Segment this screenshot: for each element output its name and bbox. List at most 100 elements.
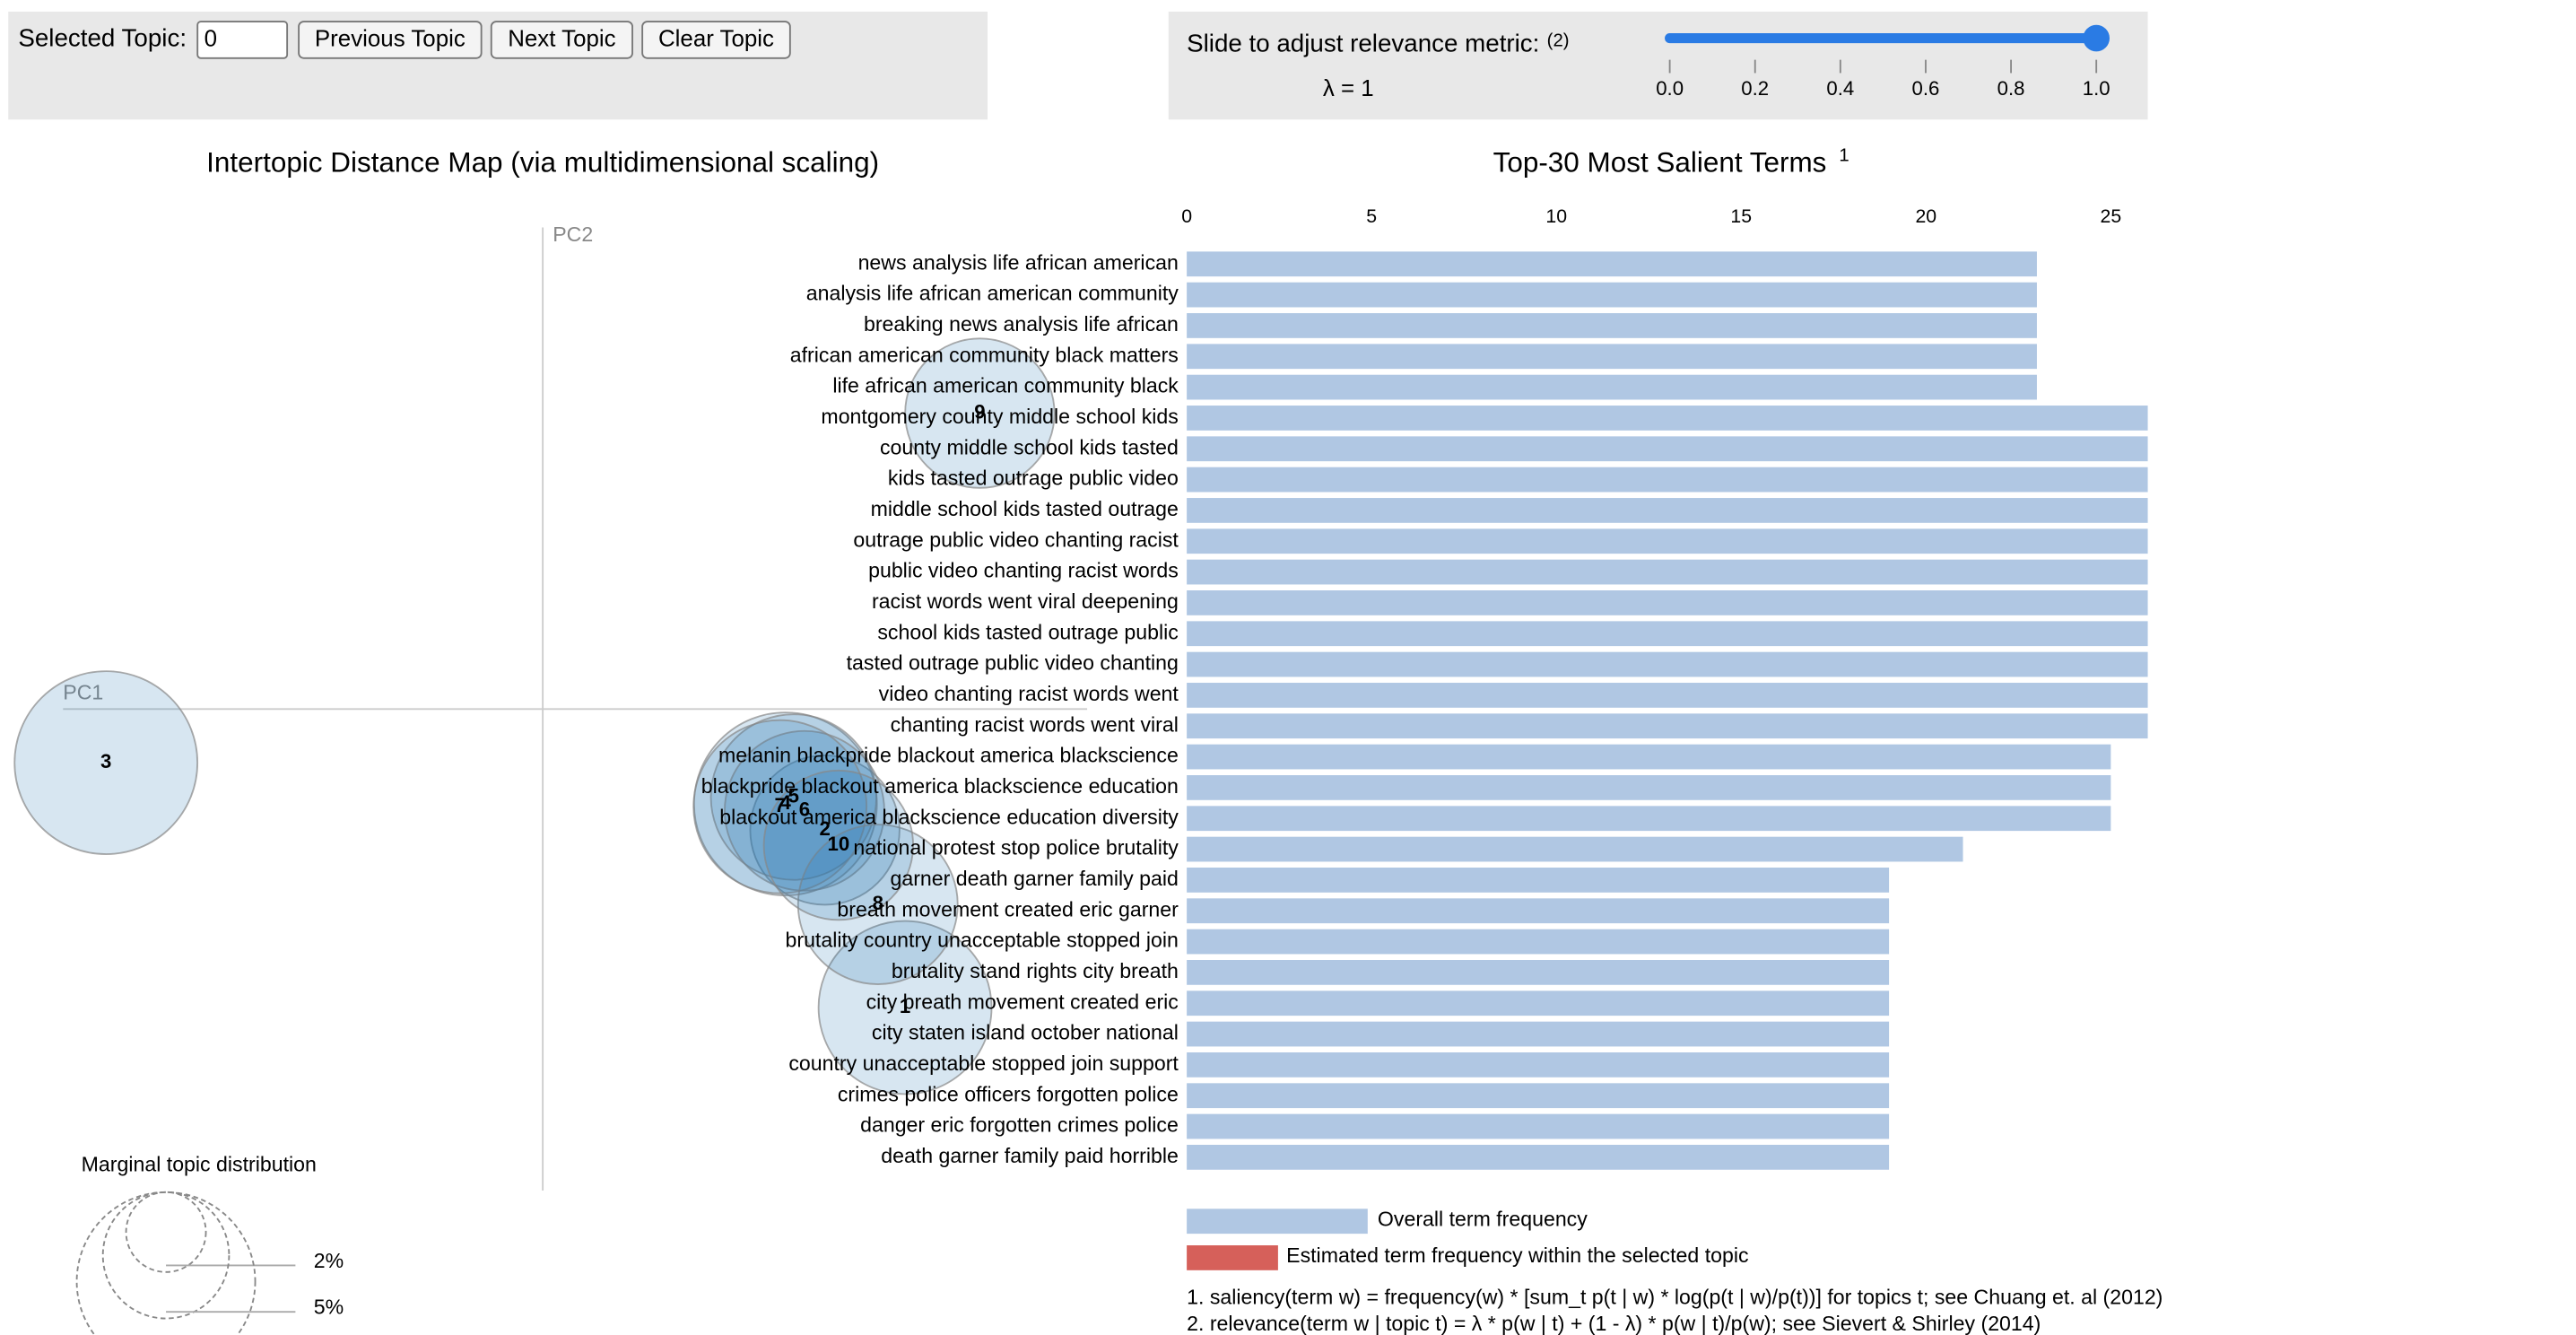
topic-label[interactable]: 1 (900, 995, 910, 1017)
bar[interactable] (1187, 836, 1963, 862)
term-label[interactable]: county middle school kids tasted (880, 435, 1179, 458)
topic-circle[interactable] (762, 769, 914, 921)
topic-circle[interactable] (796, 824, 959, 985)
bar[interactable] (1187, 960, 1890, 985)
button-label[interactable]: Next Topic (508, 26, 615, 51)
bar[interactable] (1187, 1144, 1890, 1170)
topic-label[interactable]: 9 (974, 400, 985, 423)
bar-title-note: 1 (1839, 145, 1849, 165)
term-label[interactable]: crimes police officers forgotten police (838, 1082, 1179, 1105)
button[interactable] (641, 21, 791, 59)
topic-circle[interactable] (13, 670, 199, 855)
footnote: 2. relevance(term w | topic t) = λ * p(w… (1187, 1312, 2041, 1335)
topic-circle[interactable] (749, 755, 901, 906)
term-label[interactable]: tasted outrage public video chanting (847, 651, 1179, 675)
term-label[interactable]: brutality country unacceptable stopped j… (786, 929, 1179, 952)
button[interactable] (298, 21, 483, 59)
bar[interactable] (1187, 251, 2037, 277)
term-label[interactable]: news analysis life african american (858, 250, 1179, 274)
bar[interactable] (1187, 1083, 1890, 1109)
bar[interactable] (1187, 1113, 1890, 1139)
term-label[interactable]: african american community black matters (790, 343, 1179, 366)
bar[interactable] (1187, 806, 2111, 832)
bar[interactable] (1187, 436, 2148, 462)
bar[interactable] (1187, 528, 2148, 554)
bar[interactable] (1187, 559, 2148, 585)
term-label[interactable]: city staten island october national (872, 1021, 1179, 1044)
bar[interactable] (1187, 683, 2148, 708)
bar[interactable] (1187, 498, 2148, 523)
term-label[interactable]: life african american community black (832, 374, 1179, 397)
bar[interactable] (1187, 282, 2037, 308)
term-label[interactable]: chanting racist words went viral (891, 712, 1179, 736)
bar[interactable] (1187, 775, 2111, 800)
topic-label[interactable]: 4 (780, 791, 792, 814)
topic-circle[interactable] (904, 337, 1056, 489)
bar[interactable] (1187, 990, 1890, 1017)
term-label[interactable]: country unacceptable stopped join suppor… (788, 1051, 1179, 1075)
bar[interactable] (1187, 651, 2148, 677)
term-label[interactable]: racist words went viral deepening (872, 589, 1179, 613)
topic-label[interactable]: 10 (827, 833, 849, 855)
x-tick-label: 0 (1181, 205, 1192, 227)
bar[interactable] (1187, 898, 1890, 924)
term-label[interactable]: kids tasted outrage public video (888, 467, 1179, 490)
topic-label[interactable]: 5 (788, 784, 799, 807)
topic-circle[interactable] (817, 920, 993, 1095)
term-label[interactable]: city breath movement created eric (866, 990, 1179, 1013)
topic-label[interactable]: 6 (799, 798, 810, 821)
bar[interactable] (1187, 1021, 1890, 1047)
term-label[interactable]: garner death garner family paid (891, 867, 1179, 890)
bar[interactable] (1187, 868, 1890, 893)
size-legend-label: 5% (314, 1296, 344, 1319)
bar[interactable] (1187, 344, 2037, 370)
bar[interactable] (1187, 590, 2148, 615)
slider-tick-label: 0.4 (1826, 77, 1854, 100)
term-label[interactable]: analysis life african american community (806, 282, 1179, 305)
term-label[interactable]: death garner family paid horrible (881, 1144, 1179, 1167)
slider-tick-label: 0.2 (1741, 77, 1769, 100)
term-label[interactable]: outrage public video chanting racist (853, 528, 1179, 551)
topic-label[interactable]: 2 (820, 817, 831, 840)
term-label[interactable]: blackout america blackscience education … (719, 805, 1179, 828)
term-label[interactable]: middle school kids tasted outrage (871, 497, 1179, 520)
topic-input-value[interactable]: 0 (205, 26, 217, 51)
bar[interactable] (1187, 1052, 1890, 1078)
slider-tick-label: 0.6 (1912, 77, 1940, 100)
term-label[interactable]: montgomery county middle school kids (821, 405, 1178, 428)
slider-note: (2) (1547, 31, 1570, 51)
button-label[interactable]: Previous Topic (315, 26, 466, 51)
topic-input[interactable] (196, 21, 289, 59)
bar[interactable] (1187, 467, 2148, 493)
term-label[interactable]: melanin blackpride blackout america blac… (718, 744, 1179, 767)
bar[interactable] (1187, 313, 2037, 338)
term-label[interactable]: blackpride blackout america blackscience… (701, 774, 1179, 798)
topic-label[interactable]: 3 (100, 750, 111, 772)
topic-circle[interactable] (709, 713, 878, 881)
term-label[interactable]: brutality stand rights city breath (892, 959, 1179, 982)
term-label[interactable]: danger eric forgotten crimes police (860, 1113, 1179, 1137)
topic-circle[interactable] (692, 719, 868, 894)
bar[interactable] (1187, 621, 2148, 647)
term-label[interactable]: national protest stop police brutality (853, 836, 1179, 859)
bar[interactable] (1187, 406, 2148, 431)
term-label[interactable]: breath movement created eric garner (837, 897, 1179, 921)
term-label[interactable]: school kids tasted outrage public (877, 620, 1179, 643)
legend-overall-label: Overall term frequency (1378, 1207, 1588, 1230)
bar[interactable] (1187, 713, 2148, 739)
button-label[interactable]: Clear Topic (658, 26, 774, 51)
bar[interactable] (1187, 929, 1890, 955)
topic-label[interactable]: 7 (775, 794, 786, 816)
bar[interactable] (1187, 374, 2037, 400)
x-tick-label: 15 (1730, 205, 1752, 227)
slider-label: Slide to adjust relevance metric: (1187, 29, 1539, 57)
button[interactable] (490, 21, 633, 59)
term-label[interactable]: video chanting racist words went (879, 682, 1179, 705)
slider-thumb[interactable] (2083, 24, 2110, 52)
term-label[interactable]: public video chanting racist words (868, 559, 1179, 582)
bar[interactable] (1187, 744, 2111, 770)
size-legend-title: Marginal topic distribution (82, 1152, 317, 1175)
term-label[interactable]: breaking news analysis life african (864, 312, 1179, 336)
slider-tick-label: 0.8 (1997, 77, 2025, 100)
topic-label[interactable]: 8 (873, 892, 883, 914)
